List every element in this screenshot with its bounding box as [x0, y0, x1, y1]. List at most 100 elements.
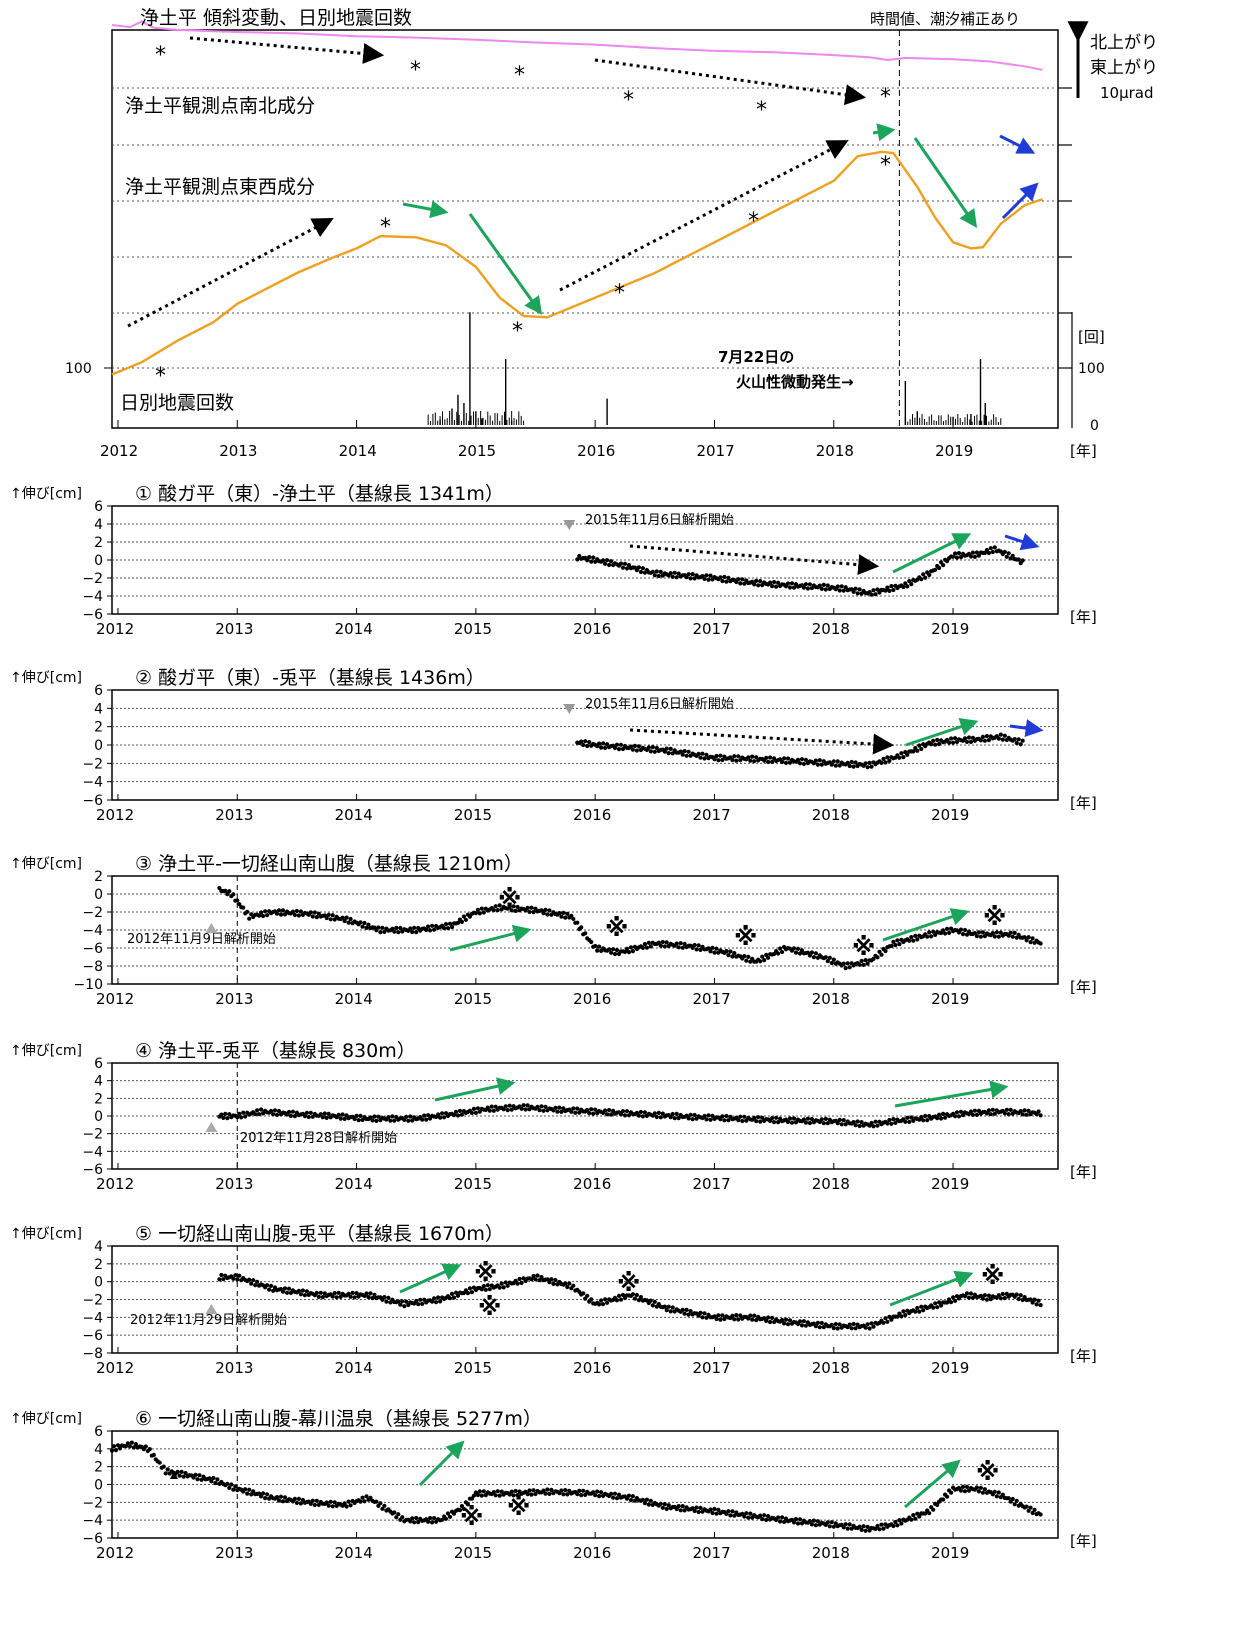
data-point [1018, 1293, 1023, 1298]
data-point [851, 1321, 856, 1327]
data-point [338, 1116, 343, 1121]
data-point [157, 1460, 162, 1465]
data-point [714, 946, 719, 951]
data-point [257, 913, 262, 918]
y-axis-label: ↑伸び[cm] [10, 1043, 82, 1059]
y-tick-label: 0 [94, 553, 103, 569]
data-point [392, 1118, 397, 1123]
data-point [954, 1110, 960, 1115]
data-point [1028, 1505, 1033, 1510]
trend-arrow-dotted [189, 36, 385, 64]
data-point [408, 1519, 413, 1524]
data-point [511, 1493, 516, 1498]
data-point [847, 1522, 852, 1527]
data-point [630, 747, 636, 752]
data-point [927, 930, 932, 935]
data-point [400, 1515, 405, 1520]
data-point [748, 758, 753, 763]
data-point [718, 1317, 723, 1322]
data-point [921, 1118, 926, 1123]
data-point [962, 1489, 968, 1494]
data-point [408, 926, 413, 931]
data-point [827, 955, 832, 960]
data-point [622, 1113, 628, 1118]
data-point [288, 1113, 293, 1118]
data-point [982, 1293, 988, 1298]
data-point [624, 1109, 630, 1114]
data-point [897, 1518, 902, 1523]
data-point [1038, 1303, 1043, 1308]
data-point [652, 573, 657, 578]
data-point [219, 1112, 224, 1117]
x-tick-label: 2016 [573, 1544, 611, 1562]
data-point [1026, 1108, 1031, 1113]
data-point [907, 1119, 912, 1124]
data-point [996, 934, 1001, 939]
data-point [398, 925, 403, 931]
analysis-start-label: 2012年11月28日解析開始 [240, 1131, 397, 1146]
data-point [282, 1286, 288, 1291]
data-point [561, 910, 566, 916]
data-point [825, 1520, 830, 1525]
data-point [539, 1104, 544, 1109]
data-point [519, 1280, 524, 1285]
data-point [752, 582, 757, 587]
y-tick-label: 2 [94, 869, 103, 885]
data-point [684, 753, 689, 758]
event-label-2: 火山性微動発生→ [736, 373, 854, 391]
x-axis-unit: [年] [1070, 1163, 1097, 1181]
data-point [261, 913, 266, 919]
data-point [911, 1513, 916, 1518]
data-point [654, 1114, 659, 1120]
data-point [863, 1325, 868, 1330]
data-point [831, 957, 836, 962]
data-point [917, 1514, 922, 1519]
data-point [537, 1108, 542, 1113]
data-point [1022, 935, 1027, 940]
data-point [795, 757, 801, 763]
data-point [984, 1111, 990, 1116]
data-point [640, 566, 646, 571]
x-tick-label: 2019 [931, 620, 969, 638]
data-point [628, 945, 634, 950]
data-point [760, 1115, 765, 1120]
data-point [515, 904, 520, 910]
data-point [738, 1313, 743, 1318]
data-point [571, 1106, 576, 1111]
data-point [603, 745, 608, 751]
data-point [406, 1118, 411, 1123]
data-point [392, 929, 397, 934]
event-label-1: 7月22日の [718, 348, 794, 366]
data-point [416, 1520, 421, 1525]
data-point [577, 1488, 582, 1493]
data-point [296, 1288, 301, 1293]
data-point [690, 1117, 695, 1122]
data-point [451, 1295, 457, 1300]
data-point [851, 1120, 856, 1125]
data-point [233, 1273, 238, 1278]
data-point [1002, 1111, 1007, 1116]
data-point [286, 1286, 292, 1291]
y-axis-label: ↑伸び[cm] [10, 486, 82, 502]
x-tick-label: 2013 [215, 806, 253, 824]
data-point [801, 585, 807, 590]
x-tick-label: 2014 [335, 1544, 373, 1562]
data-point [984, 1297, 990, 1302]
y-tick-label: −2 [82, 1127, 103, 1143]
y-tick-label: 6 [94, 499, 103, 515]
data-point [585, 1107, 590, 1113]
data-point [791, 1116, 797, 1121]
data-point [943, 1115, 948, 1120]
ew-component-label: 浄土平観測点東西成分 [125, 176, 315, 198]
data-point [933, 1301, 938, 1306]
data-point [471, 1106, 476, 1111]
data-point [312, 1502, 317, 1508]
data-point [992, 1489, 997, 1494]
data-point [845, 1526, 850, 1531]
data-point [131, 1445, 136, 1450]
data-point [581, 1488, 586, 1493]
reference-mark: ※ [478, 1293, 501, 1321]
data-point [358, 1113, 363, 1118]
data-point [318, 1290, 323, 1295]
data-point [358, 1499, 363, 1504]
